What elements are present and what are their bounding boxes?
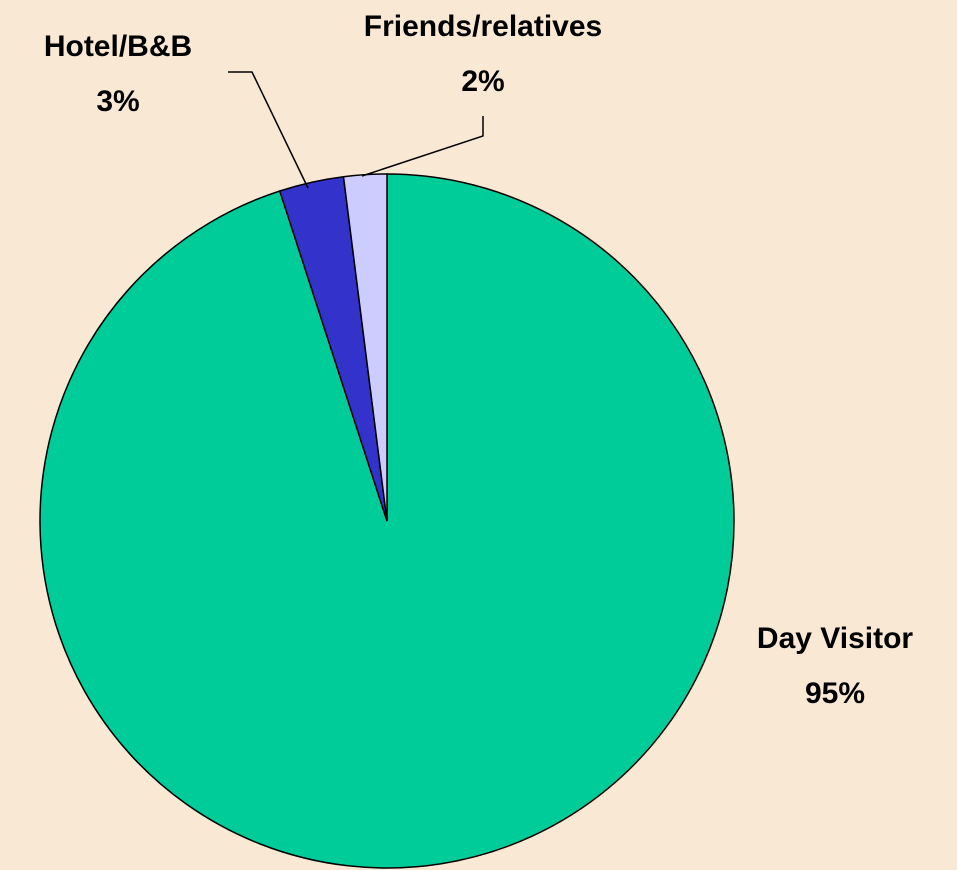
- slice-value-label: 2%: [461, 65, 504, 98]
- pie-slice: [39, 173, 735, 869]
- slice-label: Friends/relatives: [364, 10, 602, 43]
- slice-label: Hotel/B&B: [44, 30, 192, 63]
- slice-label: Day Visitor: [757, 622, 914, 655]
- leader-line: [228, 71, 309, 189]
- slice-value-label: 3%: [96, 85, 139, 118]
- slice-value-label: 95%: [805, 677, 865, 710]
- leader-line: [361, 116, 484, 177]
